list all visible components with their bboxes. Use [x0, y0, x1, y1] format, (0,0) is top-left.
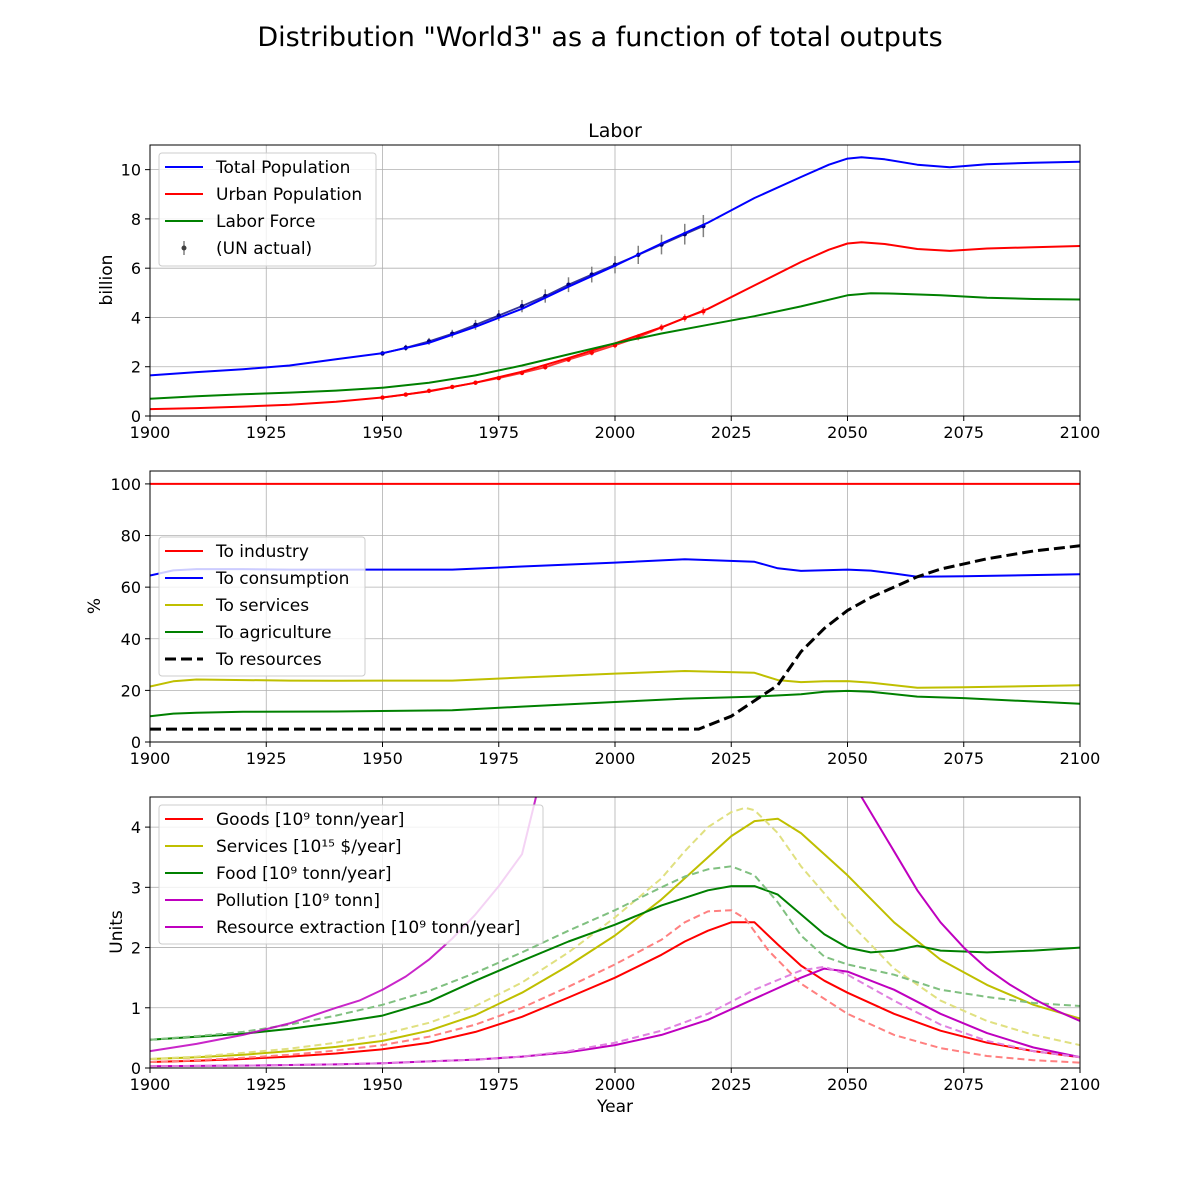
panel-1: 1900 1925 1950 1975 2000 2025 2050 2075 2100 0 2 4 6… — [121, 144, 1101, 442]
legend: Total Population Urban Population Labor Fo… — [158, 152, 377, 267]
x-tick-label: 1925 — [246, 423, 287, 442]
series-line-food — [150, 885, 1080, 1041]
x-tick-label: 1975 — [478, 749, 519, 768]
series-line-ref-3 — [150, 806, 1080, 1060]
series-line-labor — [150, 292, 1080, 400]
series-line-to — [150, 670, 1080, 689]
y-tick-label: 2 — [131, 939, 141, 958]
legend-frame — [158, 804, 544, 945]
series-line-goods — [150, 921, 1080, 1063]
y-tick-label: 4 — [131, 818, 141, 837]
x-tick-label: 2075 — [943, 749, 984, 768]
legend-label: To consumption — [215, 569, 349, 589]
y-tick-label: 3 — [131, 878, 141, 897]
y-tick-label: 0 — [131, 1059, 141, 1078]
points-trace — [382, 310, 704, 399]
legend-frame — [158, 536, 366, 677]
x-tick-label: 2050 — [827, 749, 868, 768]
series-line-to — [150, 544, 1080, 731]
series-line-services — [150, 817, 1080, 1060]
panel-3: 1900 1925 1950 1975 2000 2025 2050 2075 2100 0 1 2 3… — [130, 796, 1101, 1094]
legend-label: Total Population — [215, 158, 350, 178]
x-tick-label: 1950 — [362, 749, 403, 768]
x-tick-label: 1925 — [246, 749, 287, 768]
series-line-urban — [150, 241, 1080, 411]
x-tick-label: 1950 — [362, 1075, 403, 1094]
legend: Goods [10⁹ tonn/year] Services [10¹⁵ $/ye… — [158, 804, 544, 945]
x-tick-label: 2100 — [1060, 749, 1101, 768]
legend-label: Services [10¹⁵ $/year] — [216, 837, 402, 857]
legend-label: Labor Force — [216, 212, 315, 232]
series-line-to — [150, 689, 1080, 718]
series-line-ref-5 — [150, 865, 1080, 1041]
y-tick-label: 40 — [121, 630, 141, 649]
legend-label: To services — [215, 596, 309, 616]
legend-point-swatch — [181, 245, 187, 251]
series-line-ref-1 — [150, 909, 1080, 1064]
figure-title: Distribution "World3" as a function of t… — [257, 22, 942, 53]
legend-label: Food [10⁹ tonn/year] — [216, 864, 392, 884]
series-line-ref-7 — [150, 965, 1080, 1068]
y-tick-label: 8 — [131, 210, 141, 229]
x-tick-label: 1900 — [130, 749, 171, 768]
x-tick-label: 2050 — [827, 423, 868, 442]
x-tick-label: 2050 — [827, 1075, 868, 1094]
y-tick-label: 20 — [121, 681, 141, 700]
legend-frame — [158, 152, 377, 267]
x-tick-label: 1975 — [478, 423, 519, 442]
legend-label: (UN actual) — [216, 239, 312, 259]
legend: To industry To consumption To services To a… — [158, 536, 366, 677]
x-tick-label: 2075 — [943, 1075, 984, 1094]
x-tick-label: 1900 — [130, 423, 171, 442]
series-line-pollution — [150, 967, 1080, 1068]
x-tick-label: 1975 — [478, 1075, 519, 1094]
x-tick-label: 2025 — [711, 1075, 752, 1094]
x-tick-label: 1925 — [246, 1075, 287, 1094]
x-tick-label: 2000 — [595, 749, 636, 768]
x-tick-label: 2000 — [595, 1075, 636, 1094]
x-tick-label: 1950 — [362, 423, 403, 442]
legend-label: Resource extraction [10⁹ tonn/year] — [216, 918, 520, 938]
legend-label: Pollution [10⁹ tonn] — [216, 891, 380, 911]
legend-label: Urban Population — [216, 185, 362, 205]
x-tick-label: 2100 — [1060, 423, 1101, 442]
panel1-title: Labor — [588, 120, 642, 142]
y-tick-label: 80 — [121, 527, 141, 546]
plot-area — [150, 482, 1080, 731]
legend-label: Goods [10⁹ tonn/year] — [216, 810, 404, 830]
legend-label: To resources — [215, 650, 322, 670]
legend-label: To agriculture — [215, 623, 332, 643]
panel-2: 1900 1925 1950 1975 2000 2025 2050 2075 2100 0 20 4… — [110, 470, 1101, 768]
legend-label: To industry — [215, 542, 309, 562]
panel2-ylabel: % — [85, 598, 105, 614]
y-tick-label: 1 — [131, 999, 141, 1018]
panel3-xlabel: Year — [596, 1097, 633, 1117]
axes-frame — [149, 796, 1081, 1069]
y-tick-label: 100 — [110, 475, 141, 494]
x-tick-label: 2075 — [943, 423, 984, 442]
x-tick-label: 2000 — [595, 423, 636, 442]
axes-frame — [149, 470, 1081, 743]
panel1-ylabel: billion — [97, 255, 117, 306]
plot-area — [150, 797, 1080, 1068]
y-tick-label: 4 — [131, 308, 141, 327]
x-tick-label: 2025 — [711, 423, 752, 442]
x-tick-label: 2100 — [1060, 1075, 1101, 1094]
x-tick-label: 1900 — [130, 1075, 171, 1094]
series-line-total — [150, 156, 1080, 377]
y-tick-label: 10 — [121, 161, 141, 180]
y-tick-label: 6 — [131, 259, 141, 278]
errorbar-series-1 — [380, 307, 706, 400]
y-tick-label: 2 — [131, 358, 141, 377]
axes-frame — [149, 144, 1081, 417]
x-tick-label: 2025 — [711, 749, 752, 768]
y-tick-label: 0 — [131, 407, 141, 426]
y-tick-label: 60 — [121, 578, 141, 597]
plot-area — [150, 156, 1080, 411]
panel3-ylabel: Units — [107, 910, 127, 954]
y-tick-label: 0 — [131, 733, 141, 752]
series-line-resource — [860, 797, 1080, 1022]
